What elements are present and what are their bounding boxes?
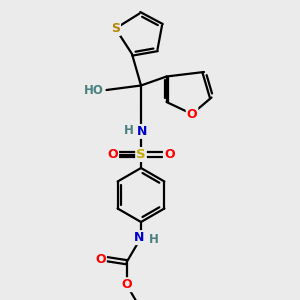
Text: O: O (95, 253, 106, 266)
Text: S: S (136, 148, 146, 161)
Text: H: H (124, 124, 133, 137)
Text: N: N (137, 125, 148, 138)
Text: O: O (187, 107, 197, 121)
Text: O: O (121, 278, 132, 291)
Text: O: O (107, 148, 118, 161)
Text: HO: HO (84, 83, 103, 97)
Text: S: S (111, 22, 120, 35)
Text: O: O (164, 148, 175, 161)
Text: N: N (134, 231, 144, 244)
Text: H: H (149, 232, 158, 246)
